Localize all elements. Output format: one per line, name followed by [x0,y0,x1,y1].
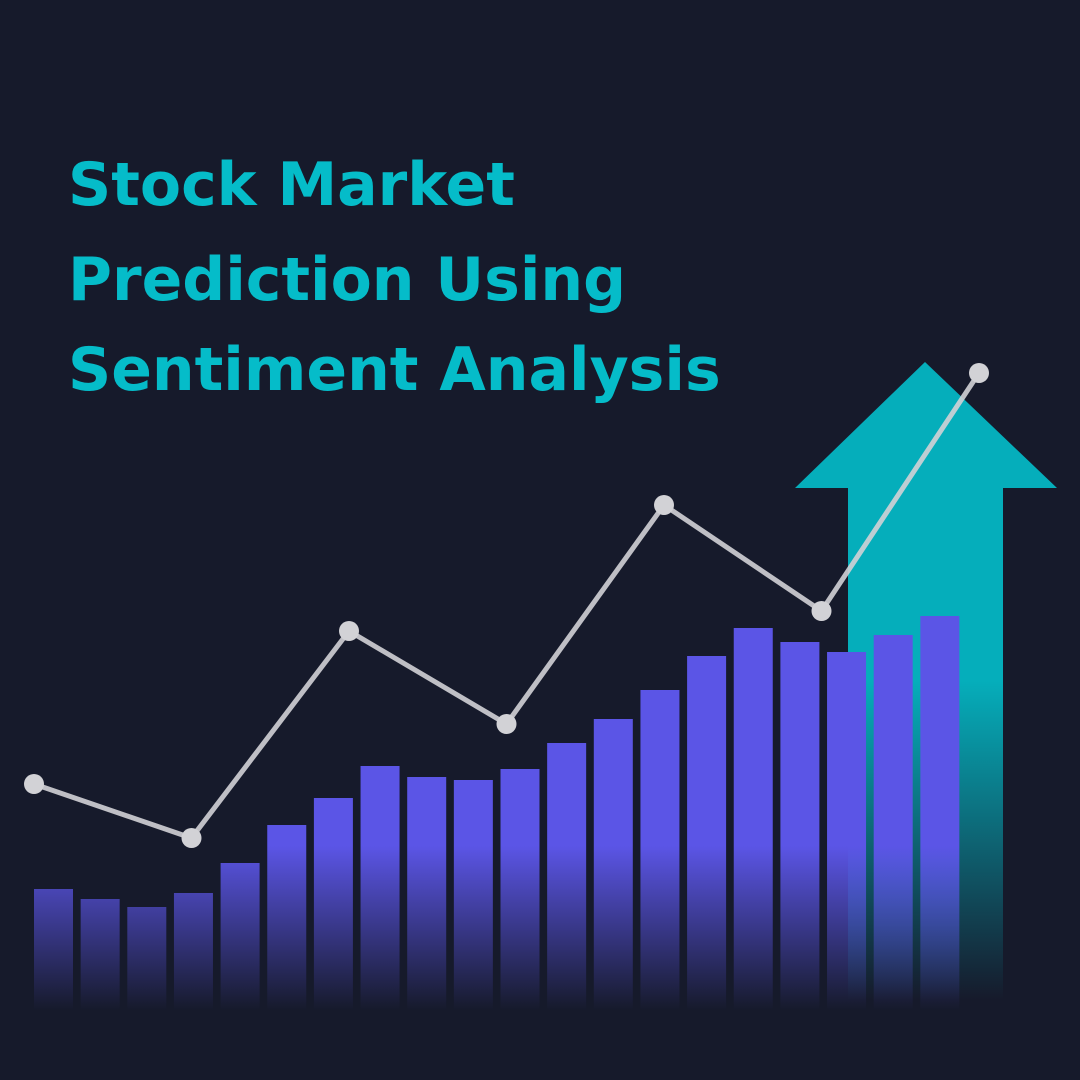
title-line: Stock Market [68,150,515,220]
trend-point [339,621,359,641]
bar [220,863,260,1010]
bar [127,907,167,1010]
trend-point [654,495,674,515]
bar [593,719,633,1010]
bar [733,628,773,1010]
trend-point [181,828,202,848]
line-layer [24,363,989,848]
trend-point [811,601,832,621]
bar [873,635,913,1010]
bar [920,616,960,1010]
bar [500,769,540,1010]
bar [267,825,307,1010]
trend-point [496,714,517,734]
title-line: Prediction Using [68,245,626,315]
bar [313,798,353,1010]
bar [173,893,213,1010]
trend-point [969,363,989,383]
bar [640,690,680,1010]
bar [547,743,587,1010]
bar [453,780,493,1010]
bar [687,656,727,1010]
bar [360,766,400,1010]
bars [34,616,960,1010]
title-line: Sentiment Analysis [68,335,721,405]
bar [34,889,73,1010]
bar [80,899,120,1010]
trend-point [24,774,44,794]
bar [407,777,447,1010]
bar [827,652,867,1010]
bar [780,642,820,1010]
